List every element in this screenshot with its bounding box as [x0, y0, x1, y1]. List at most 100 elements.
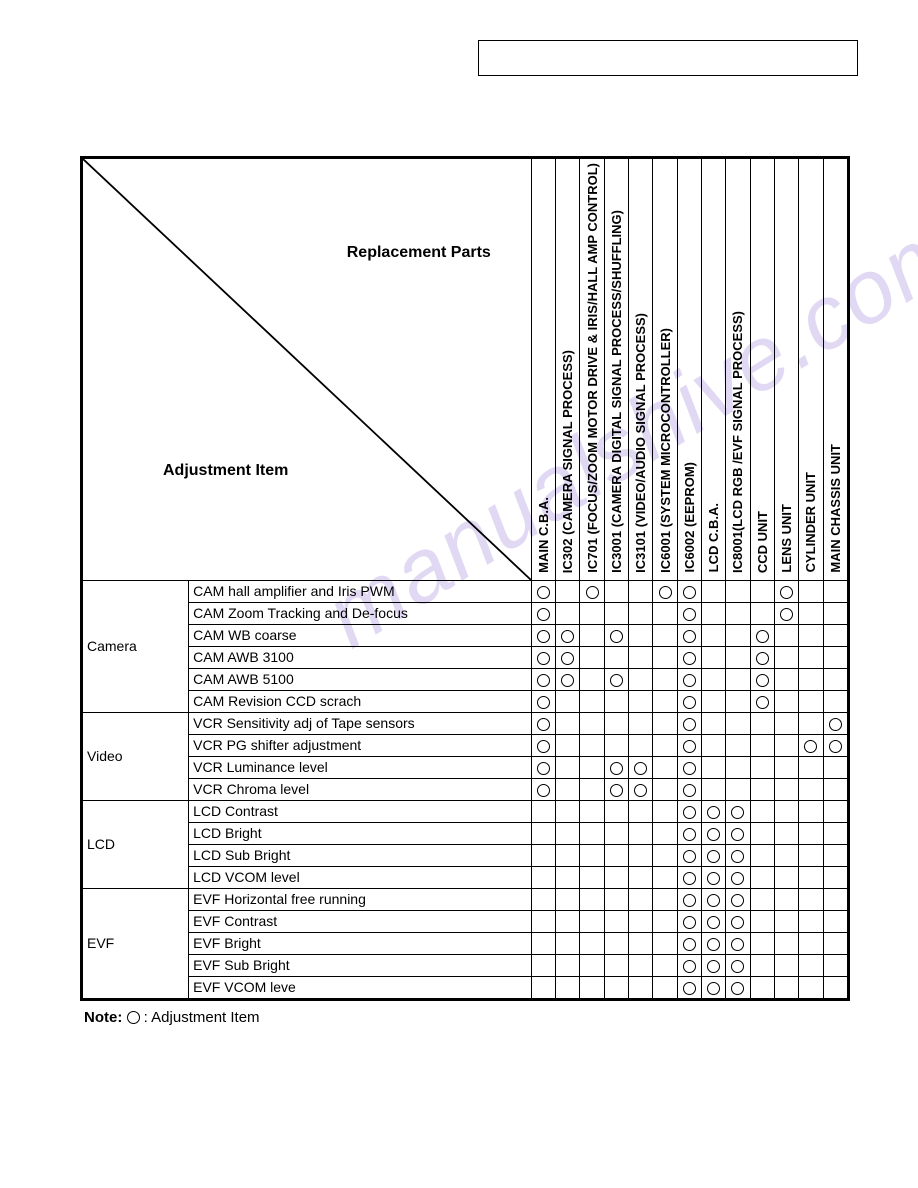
item-cell: LCD Sub Bright: [189, 844, 532, 866]
mark-cell: [750, 800, 774, 822]
mark-cell: [629, 800, 653, 822]
mark-cell: [580, 646, 604, 668]
mark-cell: [823, 976, 847, 998]
item-cell: CAM WB coarse: [189, 624, 532, 646]
mark-cell: [799, 932, 823, 954]
circle-icon: [634, 784, 647, 797]
mark-cell: [750, 668, 774, 690]
circle-icon: [537, 696, 550, 709]
mark-cell: [677, 624, 701, 646]
circle-icon: [707, 850, 720, 863]
col-header: CYLINDER UNIT: [799, 159, 823, 581]
mark-cell: [653, 800, 677, 822]
mark-cell: [604, 954, 628, 976]
note-text: : Adjustment Item: [144, 1009, 260, 1026]
circle-icon: [707, 982, 720, 995]
mark-cell: [750, 844, 774, 866]
mark-cell: [629, 602, 653, 624]
mark-cell: [653, 822, 677, 844]
mark-cell: [629, 954, 653, 976]
mark-cell: [702, 756, 726, 778]
mark-cell: [556, 734, 580, 756]
mark-cell: [604, 778, 628, 800]
mark-cell: [531, 646, 555, 668]
mark-cell: [629, 646, 653, 668]
item-cell: EVF Contrast: [189, 910, 532, 932]
mark-cell: [750, 734, 774, 756]
mark-cell: [604, 844, 628, 866]
mark-cell: [629, 712, 653, 734]
mark-cell: [677, 888, 701, 910]
circle-icon: [610, 674, 623, 687]
mark-cell: [774, 866, 798, 888]
table-row: EVFEVF Horizontal free running: [83, 888, 848, 910]
circle-icon: [707, 916, 720, 929]
mark-cell: [702, 954, 726, 976]
circle-icon: [829, 718, 842, 731]
col-header: IC6002 (EEPROM): [677, 159, 701, 581]
mark-cell: [702, 734, 726, 756]
circle-icon: [610, 762, 623, 775]
mark-cell: [726, 910, 750, 932]
mark-cell: [750, 910, 774, 932]
mark-cell: [580, 888, 604, 910]
mark-cell: [629, 976, 653, 998]
mark-cell: [799, 976, 823, 998]
mark-cell: [750, 888, 774, 910]
mark-cell: [580, 976, 604, 998]
matrix-table: Replacement Parts Adjustment Item MAIN C…: [82, 158, 848, 999]
mark-cell: [677, 932, 701, 954]
mark-cell: [556, 932, 580, 954]
circle-icon: [756, 674, 769, 687]
mark-cell: [823, 668, 847, 690]
mark-cell: [580, 844, 604, 866]
mark-cell: [726, 976, 750, 998]
col-header: LCD C.B.A.: [702, 159, 726, 581]
mark-cell: [629, 734, 653, 756]
mark-cell: [653, 734, 677, 756]
mark-cell: [702, 624, 726, 646]
table-row: CAM Revision CCD scrach: [83, 690, 848, 712]
mark-cell: [531, 712, 555, 734]
circle-icon: [537, 762, 550, 775]
table-row: CameraCAM hall amplifier and Iris PWM: [83, 580, 848, 602]
mark-cell: [750, 602, 774, 624]
mark-cell: [726, 624, 750, 646]
circle-icon: [683, 982, 696, 995]
mark-cell: [750, 954, 774, 976]
circle-icon: [537, 674, 550, 687]
header-row: Replacement Parts Adjustment Item MAIN C…: [83, 159, 848, 581]
mark-cell: [726, 580, 750, 602]
mark-cell: [580, 910, 604, 932]
table-row: VCR PG shifter adjustment: [83, 734, 848, 756]
circle-icon: [537, 586, 550, 599]
circle-icon: [683, 894, 696, 907]
col-header: IC302 (CAMERA SIGNAL PROCESS): [556, 159, 580, 581]
mark-cell: [531, 690, 555, 712]
mark-cell: [774, 624, 798, 646]
category-cell: LCD: [83, 800, 189, 888]
circle-icon: [537, 608, 550, 621]
mark-cell: [531, 910, 555, 932]
mark-cell: [774, 976, 798, 998]
table-row: EVF VCOM leve: [83, 976, 848, 998]
mark-cell: [653, 932, 677, 954]
circle-icon: [731, 938, 744, 951]
mark-cell: [750, 778, 774, 800]
mark-cell: [750, 646, 774, 668]
mark-cell: [726, 690, 750, 712]
mark-cell: [823, 822, 847, 844]
mark-cell: [823, 624, 847, 646]
circle-icon: [707, 872, 720, 885]
adjustment-matrix: Replacement Parts Adjustment Item MAIN C…: [80, 156, 850, 1001]
mark-cell: [531, 734, 555, 756]
mark-cell: [556, 580, 580, 602]
mark-cell: [799, 800, 823, 822]
mark-cell: [677, 646, 701, 668]
circle-icon: [780, 586, 793, 599]
mark-cell: [629, 822, 653, 844]
adjustment-item-label: Adjustment Item: [163, 462, 288, 480]
table-row: LCD VCOM level: [83, 866, 848, 888]
table-row: CAM Zoom Tracking and De-focus: [83, 602, 848, 624]
circle-icon: [586, 586, 599, 599]
